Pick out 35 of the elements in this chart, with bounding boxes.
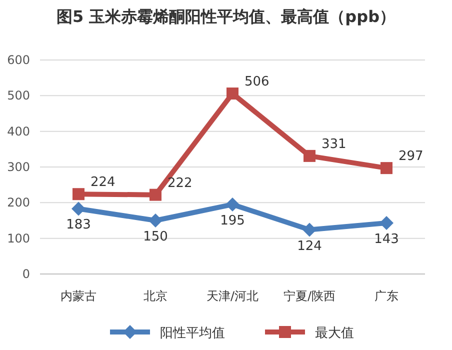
x-tick-label: 天津/河北 [206,289,259,303]
x-tick-label: 内蒙古 [60,289,96,303]
legend-label: 阳性平均值 [160,326,225,341]
data-label: 224 [90,175,116,190]
legend-label: 最大值 [315,326,354,341]
point [72,202,86,216]
data-label: 183 [66,218,91,233]
point [72,188,84,200]
y-tick-label: 400 [7,124,30,138]
data-label: 143 [374,232,399,247]
data-label: 222 [168,176,192,191]
point [226,197,240,212]
point [150,188,162,201]
data-label: 195 [220,213,245,228]
point [302,222,316,237]
data-label: 331 [322,136,346,152]
point [380,216,394,230]
point [148,214,162,228]
chart-title: 图5 玉米赤霉烯酮阳性平均值、最高值（ppb） [56,7,396,26]
data-label: 297 [398,149,424,164]
y-tick-label: 100 [7,231,30,246]
y-tick-label: 200 [7,196,30,210]
x-tick-label: 广东 [374,289,398,303]
x-tick-label: 北京 [144,289,168,303]
y-tick-label: 0 [22,267,30,281]
x-tick-label: 宁夏/陕西 [283,289,336,303]
y-tick-label: 300 [7,160,30,174]
y-tick-label: 600 [7,53,30,67]
data-label: 124 [297,238,322,254]
point [304,150,316,162]
point [226,88,238,100]
point [380,162,392,174]
data-label: 150 [143,230,168,244]
y-tick-label: 500 [7,88,30,103]
data-label: 506 [244,74,270,90]
